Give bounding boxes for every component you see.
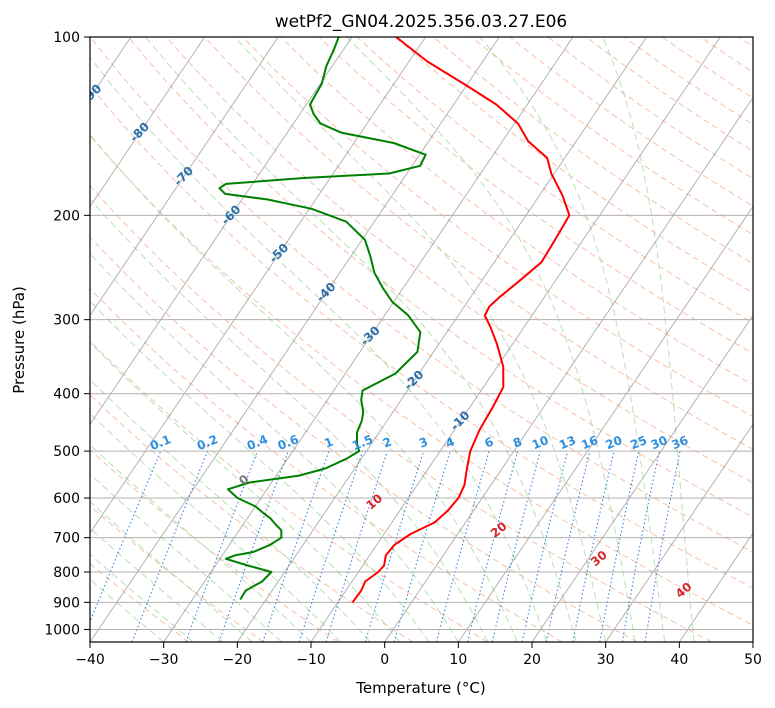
dry-adiabat-line: [127, 37, 753, 518]
isotherm-line: [90, 37, 353, 426]
y-tick-label: 800: [53, 565, 80, 581]
dry-adiabat-line: [90, 37, 753, 553]
mixing-ratio-label: 20: [604, 433, 625, 452]
y-tick-label: 400: [53, 387, 80, 403]
x-tick-label: −10: [296, 652, 326, 668]
moist-adiabat-line: [90, 379, 371, 642]
mixing-ratio-label: 25: [628, 433, 649, 452]
x-tick-label: 20: [523, 652, 541, 668]
x-tick-label: −30: [149, 652, 179, 668]
y-tick-label: 700: [53, 531, 80, 547]
isotherm-line: [163, 37, 574, 642]
mixing-ratio-label: 13: [557, 433, 578, 452]
isotherm-line: [605, 423, 753, 642]
y-tick-label: 1000: [44, 622, 80, 638]
y-axis: 100 200 300 400 500 600 700 800 900 1000: [44, 30, 90, 638]
isotherm-line: [531, 314, 753, 642]
temperature-profile: [351, 37, 571, 603]
isotherm-line: [90, 37, 279, 317]
moist-adiabat-line: [90, 412, 341, 642]
y-tick-label: 900: [53, 595, 80, 611]
mixing-ratio-line: [131, 450, 209, 642]
plot-frame: [89, 36, 754, 643]
mixing-ratio-line: [90, 450, 162, 624]
x-tick-label: 40: [670, 652, 688, 668]
y-tick-label: 600: [53, 491, 80, 507]
isotherm-line: [236, 37, 647, 642]
moist-adiabat-line: [479, 37, 666, 642]
isotherm-line: [90, 37, 205, 208]
mixing-ratio-label: 30: [649, 433, 670, 452]
mixing-ratio-line: [364, 450, 425, 642]
y-tick-label: 200: [53, 208, 80, 224]
y-tick-label: 500: [53, 444, 80, 460]
mixing-ratio-line: [521, 450, 569, 642]
plot-area: [90, 37, 753, 642]
moist-adiabat-line: [90, 473, 282, 642]
dry-adiabat-line: [90, 236, 638, 642]
mixing-ratio-label: 10: [530, 433, 551, 452]
mixing-ratio-line: [466, 450, 519, 642]
isotherm-line: [678, 532, 753, 642]
profiles: [218, 37, 571, 603]
dry-adiabat-line: [90, 185, 712, 642]
isotherm-line: [384, 96, 753, 642]
y-tick-label: 100: [53, 30, 80, 46]
x-tick-label: −40: [75, 652, 105, 668]
dry-adiabat-line: [318, 37, 753, 355]
y-axis-title: Pressure (hPa): [10, 286, 28, 394]
isotherm-line: [90, 37, 500, 642]
dry-adiabat-line: [90, 505, 264, 642]
mixing-ratio-line: [218, 450, 289, 642]
dry-adiabat-line: [90, 134, 753, 626]
dry-adiabat-line: [90, 340, 488, 642]
isotherms: [90, 37, 753, 642]
dry-adiabats: [90, 37, 753, 642]
mixing-ratio-line: [435, 450, 490, 642]
chart-title: wetPf2_GN04.2025.356.03.27.E06: [275, 12, 567, 32]
x-tick-label: 30: [597, 652, 615, 668]
dry-adiabat-line: [90, 85, 753, 589]
isobars: [90, 37, 753, 630]
moist-adiabat-line: [602, 37, 695, 642]
x-axis-title: Temperature (°C): [355, 679, 485, 697]
dry-adiabat-line: [242, 37, 753, 418]
mixing-ratio-line: [262, 450, 330, 642]
y-tick-label: 300: [53, 313, 80, 329]
x-axis: −40 −30 −20 −10 0 10 20 30 40 50: [75, 642, 762, 668]
mixing-ratio-line: [572, 450, 615, 642]
x-tick-label: 0: [380, 652, 389, 668]
mixing-ratio-line: [545, 450, 591, 642]
isotherm-line: [310, 37, 721, 642]
mixing-ratio-label: 16: [579, 433, 600, 452]
isotherm-line: [90, 37, 426, 534]
mixing-ratio-line: [325, 450, 389, 642]
moist-adiabat-line: [234, 37, 607, 642]
moist-adiabat-line: [90, 133, 518, 642]
isotherm-line: [457, 205, 753, 642]
mixing-ratio-line: [298, 450, 364, 642]
dewpoint-profile: [218, 37, 427, 601]
x-tick-label: 10: [449, 652, 467, 668]
dry-adiabat-line: [90, 287, 563, 642]
x-tick-label: −20: [223, 652, 253, 668]
mixing-ratio-label: 36: [669, 433, 690, 452]
mixing-ratio-line: [185, 450, 259, 642]
moist-adiabat-line: [90, 198, 489, 642]
moist-adiabat-line: [90, 252, 459, 642]
dry-adiabat-line: [280, 37, 753, 386]
x-tick-label: 50: [744, 652, 762, 668]
moist-adiabat-line: [346, 37, 636, 642]
